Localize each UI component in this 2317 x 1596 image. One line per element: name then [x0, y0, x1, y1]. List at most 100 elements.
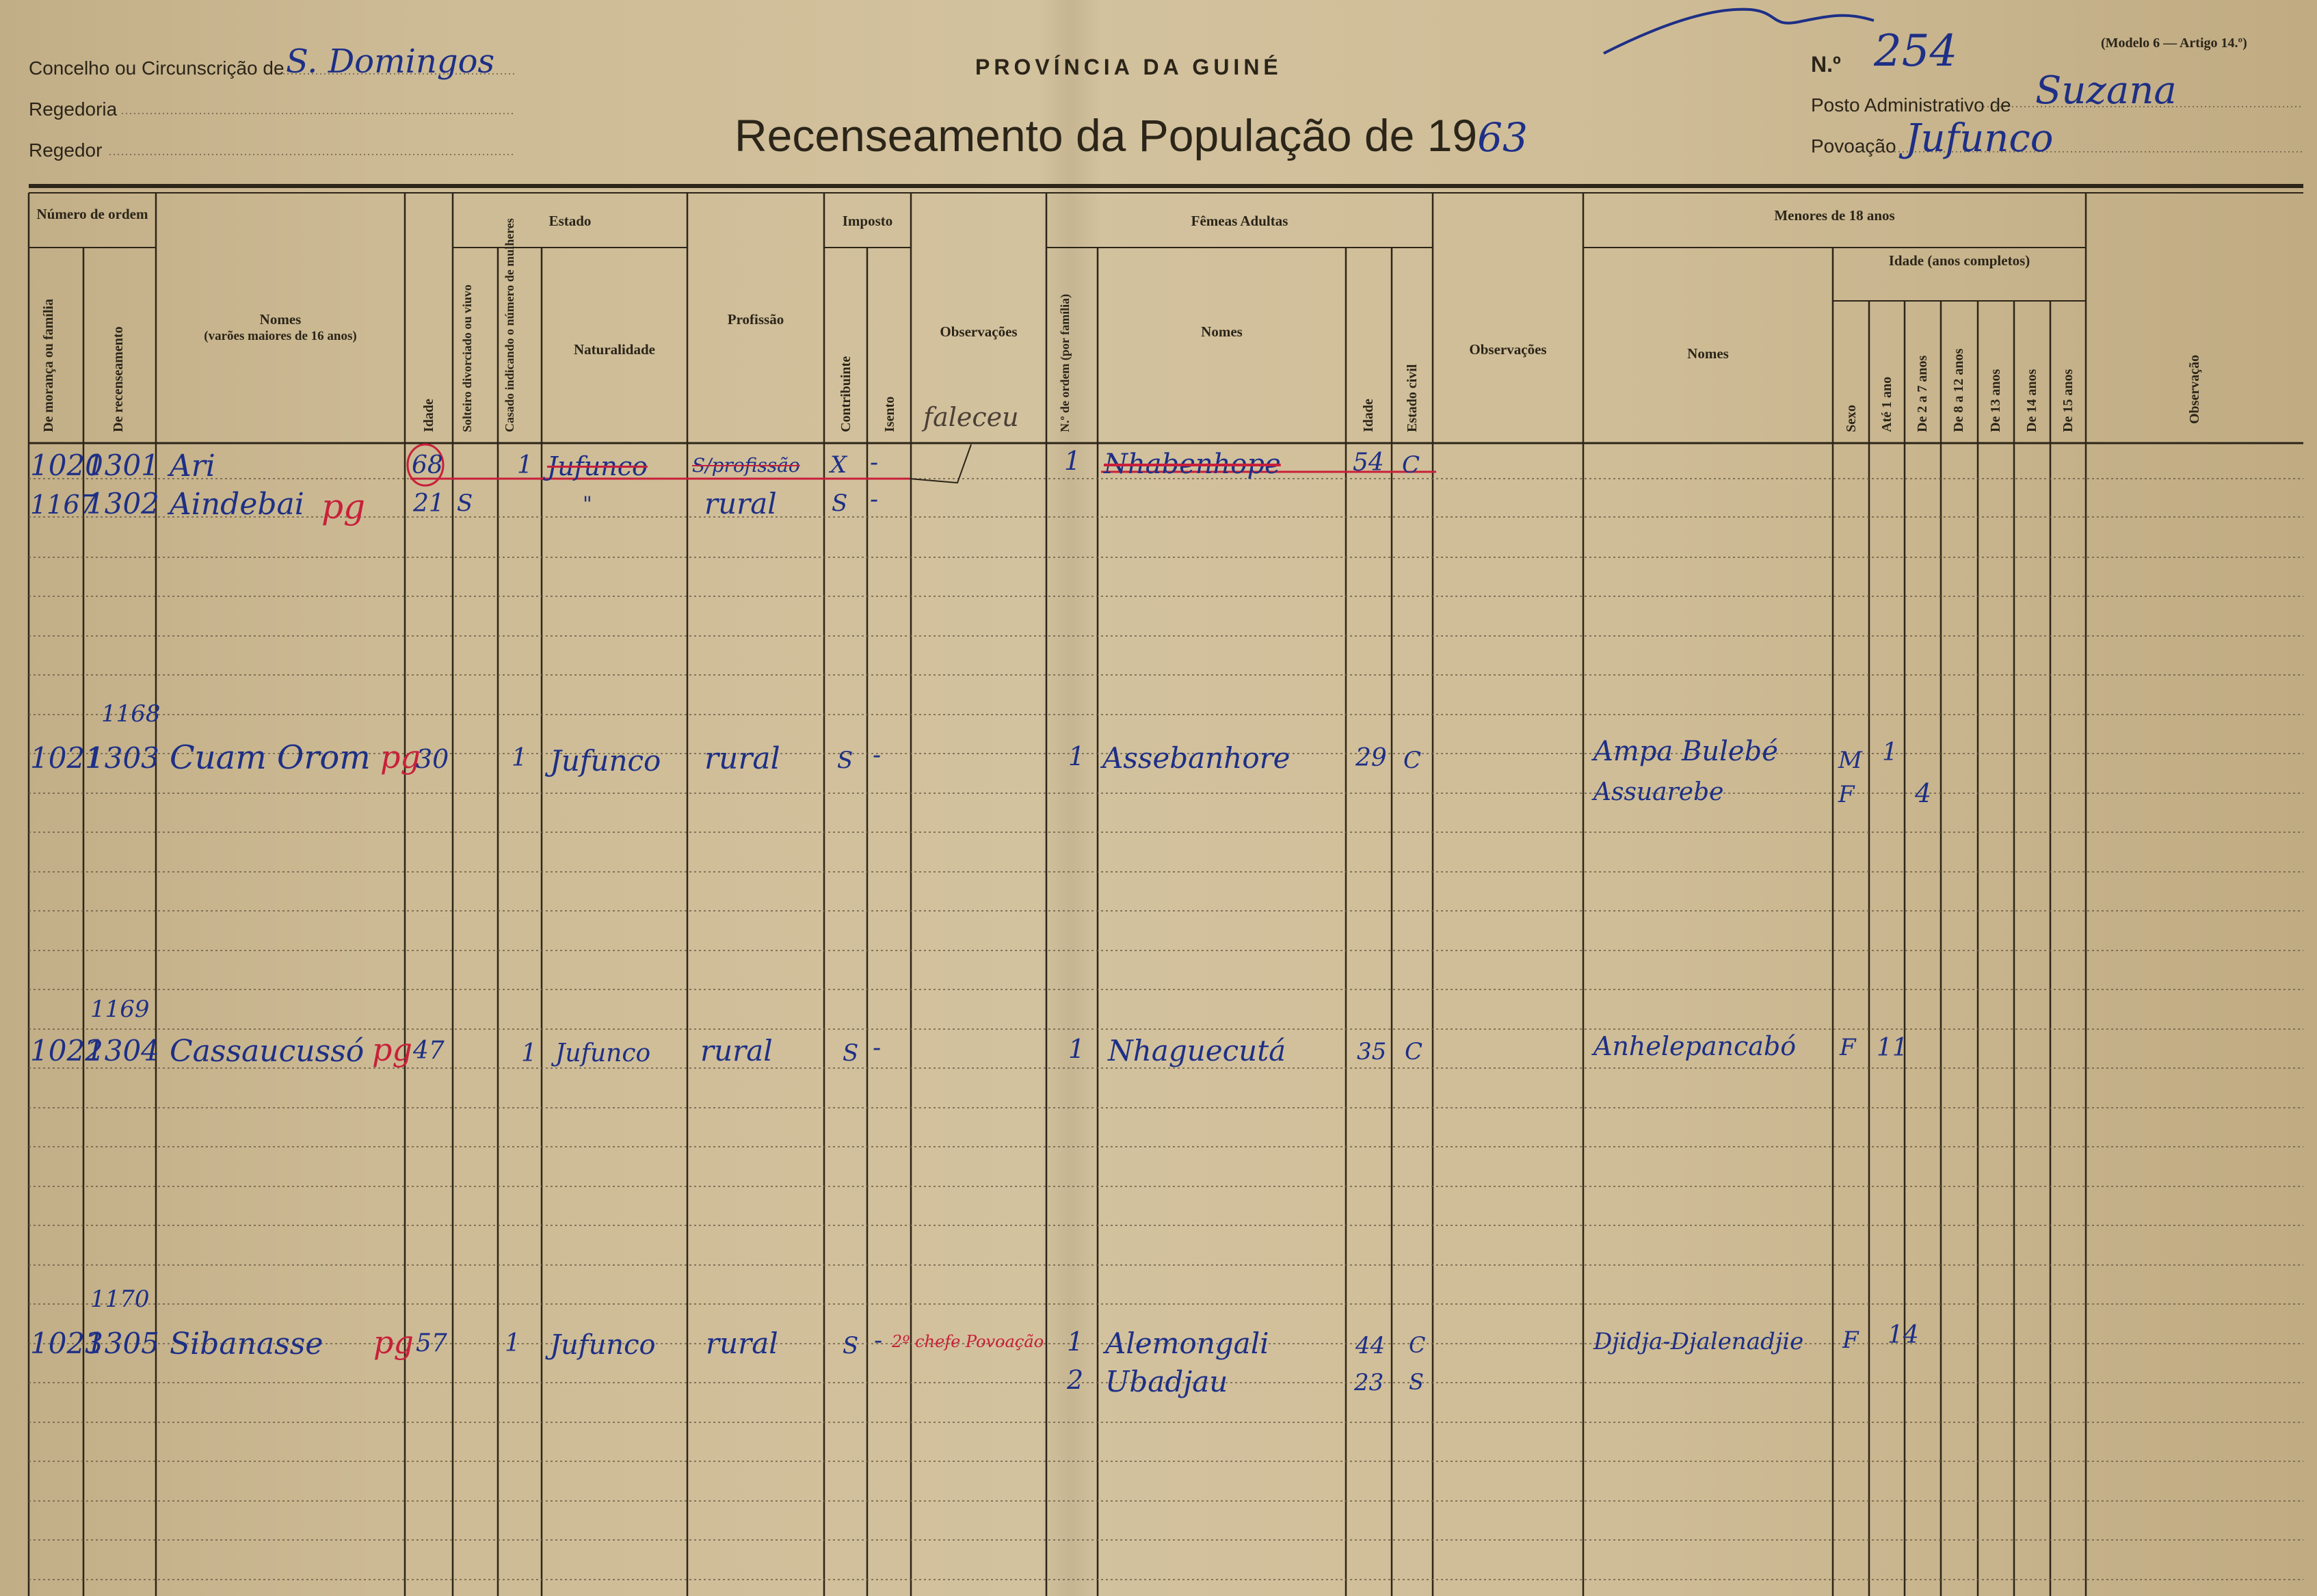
col-observacoes-2: Observações: [1469, 341, 1547, 358]
red-mark: pg: [372, 1031, 412, 1068]
minor-sex: F: [1838, 781, 1855, 808]
married-count: 1: [517, 451, 533, 479]
female-order: 1: [1068, 1034, 1085, 1064]
col-nomes: Nomes: [259, 311, 302, 328]
minor-name: Anhelepancabó: [1593, 1031, 1797, 1061]
col-13: De 13 anos: [1988, 369, 2003, 432]
person-name: Sibanasse: [170, 1327, 323, 1361]
col-menores: Menores de 18 anos: [1774, 207, 1895, 224]
female-age: 35: [1357, 1038, 1387, 1065]
naturalidade: Jufunco: [550, 1329, 656, 1361]
female-civil-status: C: [1403, 747, 1422, 774]
concelho-value: S. Domingos: [286, 42, 495, 81]
above-number: 1168: [101, 700, 161, 728]
col-2-a-7: De 2 a 7 anos: [1915, 355, 1930, 432]
col-menores-nomes: Nomes: [1687, 345, 1729, 362]
married-count: 1: [505, 1329, 520, 1357]
female-name: Nhabenhope: [1104, 449, 1281, 480]
moranca-number: 1167: [30, 490, 96, 520]
col-contribuinte: Contribuinte: [838, 356, 853, 432]
col-naturalidade: Naturalidade: [573, 341, 655, 358]
female-name: Nhaguecutá: [1108, 1034, 1286, 1067]
female-civil-status: C: [1409, 1332, 1426, 1358]
female-civil-status: S: [1409, 1369, 1424, 1395]
contribuinte: S: [843, 1039, 859, 1067]
minor-age-8-12: 11: [1877, 1034, 1908, 1062]
census-title: Recenseamento da População de 19: [734, 110, 1478, 161]
person-name: Ari: [170, 449, 215, 483]
moranca-number: 1020: [30, 449, 103, 482]
paper-fold: [1040, 0, 1101, 1596]
female-order: 1: [1064, 446, 1081, 476]
minor-age-under-1: 1: [1882, 739, 1898, 767]
female-age: 23: [1354, 1369, 1384, 1396]
isento: -: [874, 1327, 883, 1355]
above-number: 1170: [90, 1286, 150, 1313]
col-estado-civil: Estado civil: [1405, 364, 1420, 432]
profissao: rural: [704, 487, 777, 520]
female-name: Ubadjau: [1105, 1365, 1228, 1398]
naturalidade: Jufunco: [555, 1039, 651, 1067]
recens-number: 1304: [86, 1034, 159, 1067]
regedoria-label: Regedoria: [29, 98, 118, 120]
contribuinte: S: [843, 1332, 859, 1359]
profissao: rural: [704, 741, 780, 776]
red-mark: pg: [373, 1324, 414, 1361]
observation: 2º chefe Povoação: [892, 1332, 1044, 1351]
modelo-ref: (Modelo 6 — Artigo 14.º): [2101, 36, 2247, 51]
female-civil-status: C: [1405, 1038, 1423, 1065]
isento: -: [870, 449, 879, 477]
col-imposto: Imposto: [842, 213, 893, 229]
povoacao-value: Jufunco: [1905, 116, 2054, 161]
col-nomes-sub: (varões maiores de 16 anos): [204, 329, 357, 343]
married-count: 1: [512, 744, 527, 772]
female-order: 1: [1068, 741, 1085, 771]
numero-label: N.º: [1811, 52, 1841, 77]
col-ordem-familia: N.º de ordem (por família): [1058, 293, 1072, 432]
col-femeas-nomes: Nomes: [1201, 323, 1243, 340]
posto-label: Posto Administrativo de: [1811, 94, 2011, 116]
minor-sex: M: [1838, 747, 1862, 774]
moranca-number: 1023: [30, 1327, 103, 1360]
isento: -: [873, 1034, 882, 1062]
province-title: PROVÍNCIA DA GUINÉ: [975, 55, 1282, 79]
profissao: rural: [706, 1327, 778, 1360]
moranca-number: 1022: [30, 1034, 103, 1067]
minor-sex: F: [1842, 1327, 1859, 1354]
col-femeas-idade: Idade: [1361, 399, 1376, 432]
minor-name: Ampa Bulebé: [1593, 736, 1778, 767]
col-solteiro: Solteiro divorciado ou viuvo: [460, 284, 474, 432]
concelho-label: Concelho ou Circunscrição de: [29, 57, 284, 79]
person-name: Aindebai: [170, 487, 304, 522]
minor-name: Assuarebe: [1593, 778, 1724, 806]
moranca-number: 1021: [30, 741, 103, 775]
col-numero-ordem: Número de ordem: [36, 206, 148, 222]
contribuinte: X: [830, 451, 847, 479]
regedor-label: Regedor: [29, 139, 103, 161]
female-age: 29: [1355, 744, 1387, 772]
recens-number: 1302: [86, 487, 159, 520]
col-sexo: Sexo: [1844, 405, 1859, 432]
col-isento: Isento: [882, 396, 897, 432]
person-age: 30: [416, 744, 449, 774]
col-observacoes: Observações: [940, 323, 1018, 340]
female-civil-status: C: [1402, 451, 1420, 479]
person-age: 68: [412, 451, 443, 479]
profissao: S/profissão: [692, 454, 800, 477]
col-observacao: Observação: [2187, 354, 2202, 424]
female-name: Assebanhore: [1102, 741, 1290, 775]
col-casado: Casado indicando o número de mulheres: [503, 218, 516, 432]
red-mark: pg: [321, 487, 366, 527]
minor-sex: F: [1840, 1034, 1856, 1061]
person-age: 57: [416, 1329, 447, 1357]
person-name: Cuam Orom: [170, 739, 371, 777]
col-14: De 14 anos: [2024, 369, 2039, 432]
naturalidade: Jufunco: [547, 451, 648, 481]
col-femeas-adultas: Fêmeas Adultas: [1191, 213, 1288, 229]
recens-number: 1305: [86, 1327, 159, 1360]
person-age: 21: [413, 490, 445, 518]
census-year-suffix: 63: [1477, 114, 1528, 161]
person-name: Cassaucussó: [170, 1034, 365, 1069]
col-8-a-12: De 8 a 12 anos: [1951, 348, 1966, 432]
